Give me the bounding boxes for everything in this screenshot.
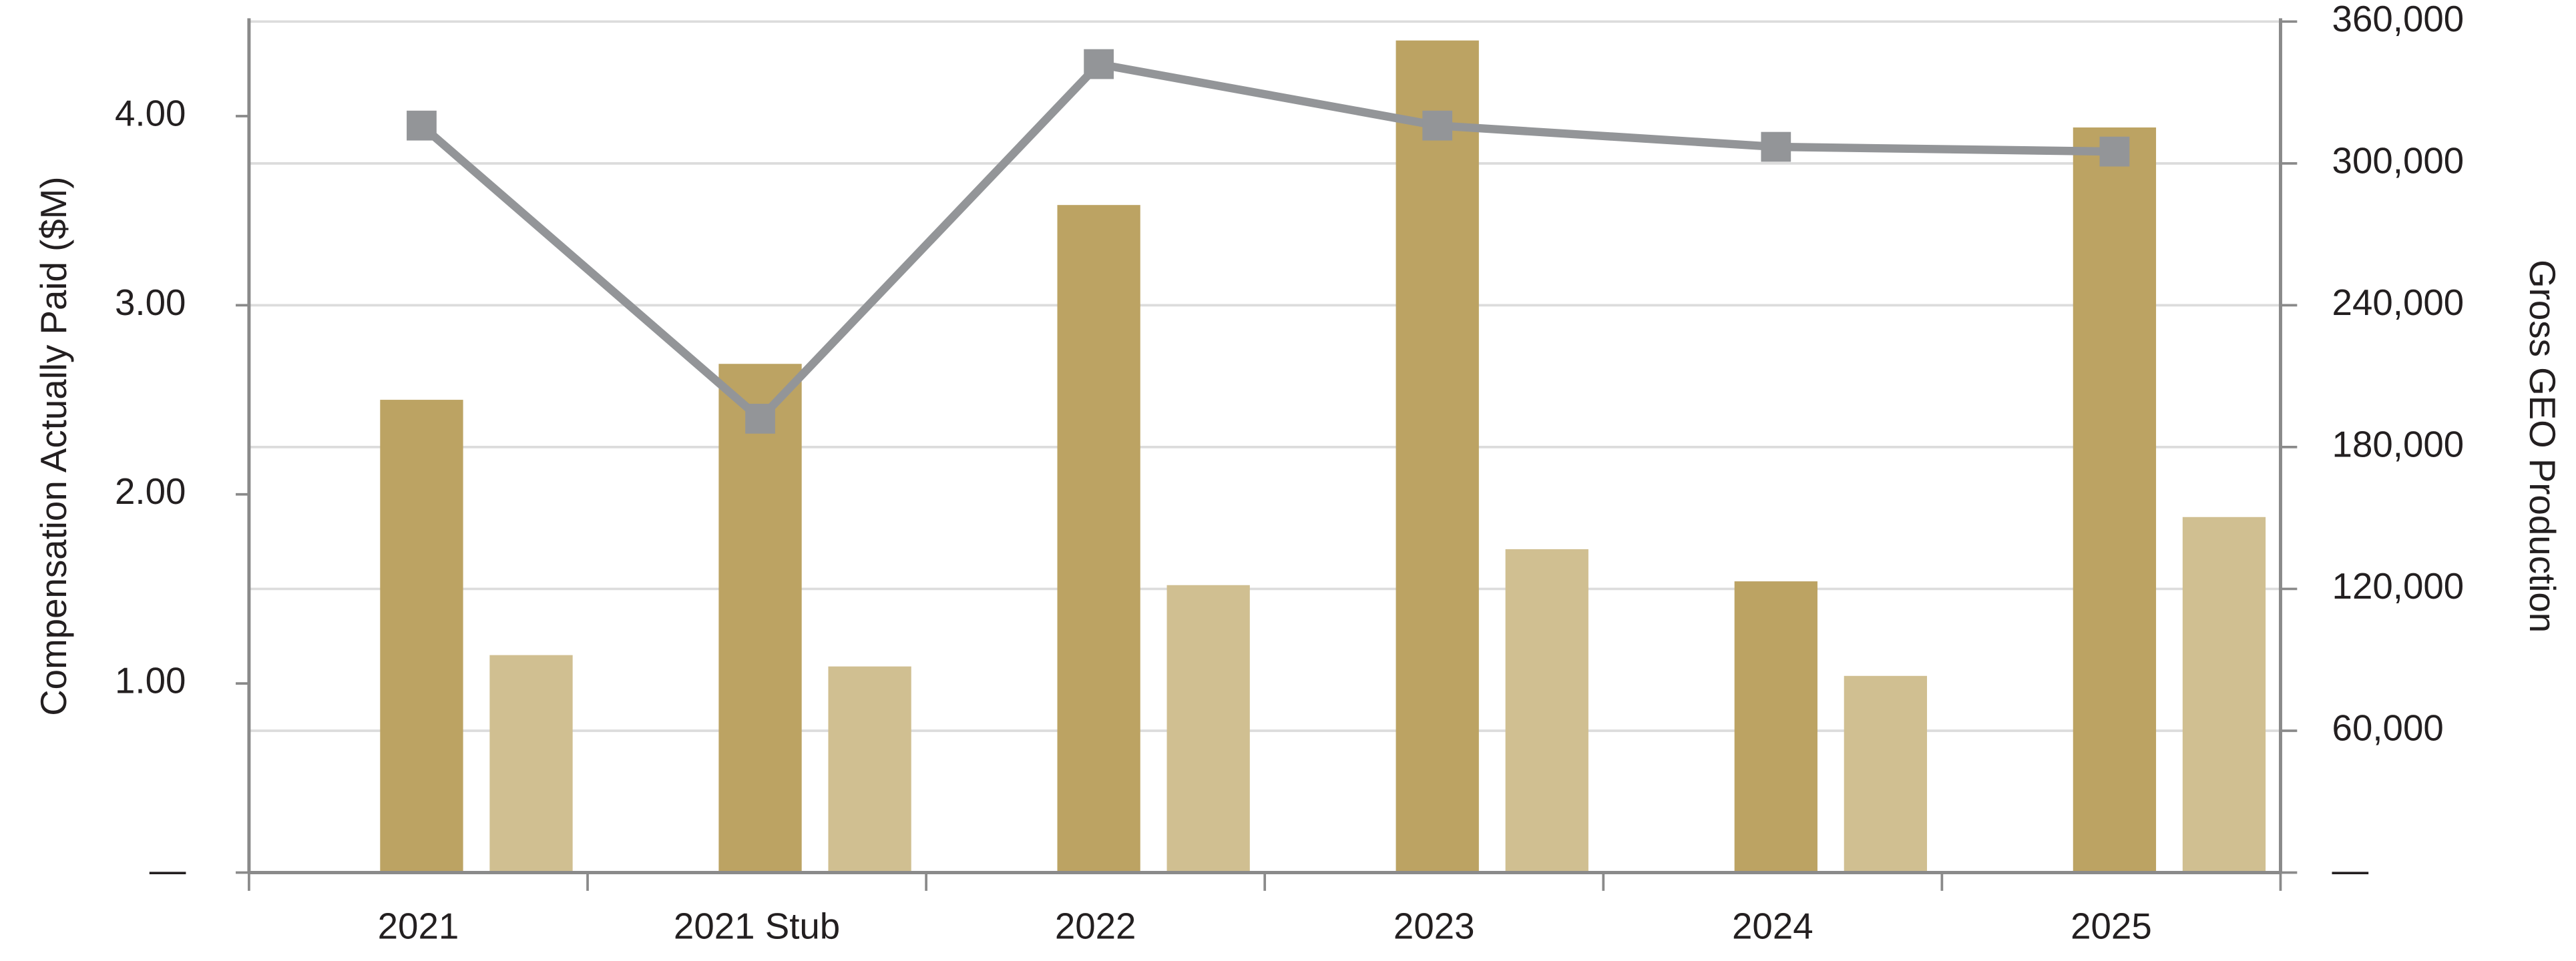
bar: [1734, 581, 1817, 873]
bar: [1166, 585, 1250, 873]
y2-axis-title: Gross GEO Production: [2522, 260, 2563, 633]
line-marker: [745, 404, 775, 434]
y-tick-label: 1.00: [115, 660, 186, 701]
bar: [1505, 549, 1588, 873]
y2-tick-label: 240,000: [2332, 282, 2464, 323]
y-tick-label: 4.00: [115, 92, 186, 133]
y2-tick-label: 300,000: [2332, 139, 2464, 181]
x-tick-label: 2023: [1393, 905, 1475, 946]
line-marker: [2099, 136, 2130, 167]
bar: [1844, 675, 1928, 873]
y-tick-label: 2.00: [115, 470, 186, 512]
y2-tick-label: 60,000: [2332, 707, 2444, 748]
bar: [718, 364, 802, 873]
y2-tick-label: —: [2332, 849, 2369, 890]
x-tick-label: 2021: [378, 905, 459, 946]
line-marker: [1084, 49, 1114, 79]
line-marker: [407, 110, 437, 141]
y2-tick-label: 180,000: [2332, 423, 2464, 464]
bar: [828, 666, 911, 873]
y-tick-label: 3.00: [115, 282, 186, 323]
y2-tick-label: 360,000: [2332, 0, 2464, 39]
x-tick-label: 2021 Stub: [674, 905, 840, 946]
line-marker: [1422, 110, 1453, 141]
x-tick-label: 2025: [2071, 905, 2152, 946]
bar: [1396, 40, 1479, 873]
bar: [1057, 205, 1140, 873]
bar: [489, 655, 573, 873]
bar: [2073, 127, 2157, 873]
line: [419, 59, 2115, 424]
bar: [2182, 517, 2266, 873]
bar: [380, 400, 463, 873]
x-tick-label: 2022: [1055, 905, 1136, 946]
y-tick-label: —: [150, 849, 186, 890]
line-marker: [1761, 131, 1791, 162]
y2-tick-label: 120,000: [2332, 565, 2464, 607]
x-tick-label: 2024: [1732, 905, 1813, 946]
y-axis-title: Compensation Actually Paid ($M): [33, 177, 74, 716]
